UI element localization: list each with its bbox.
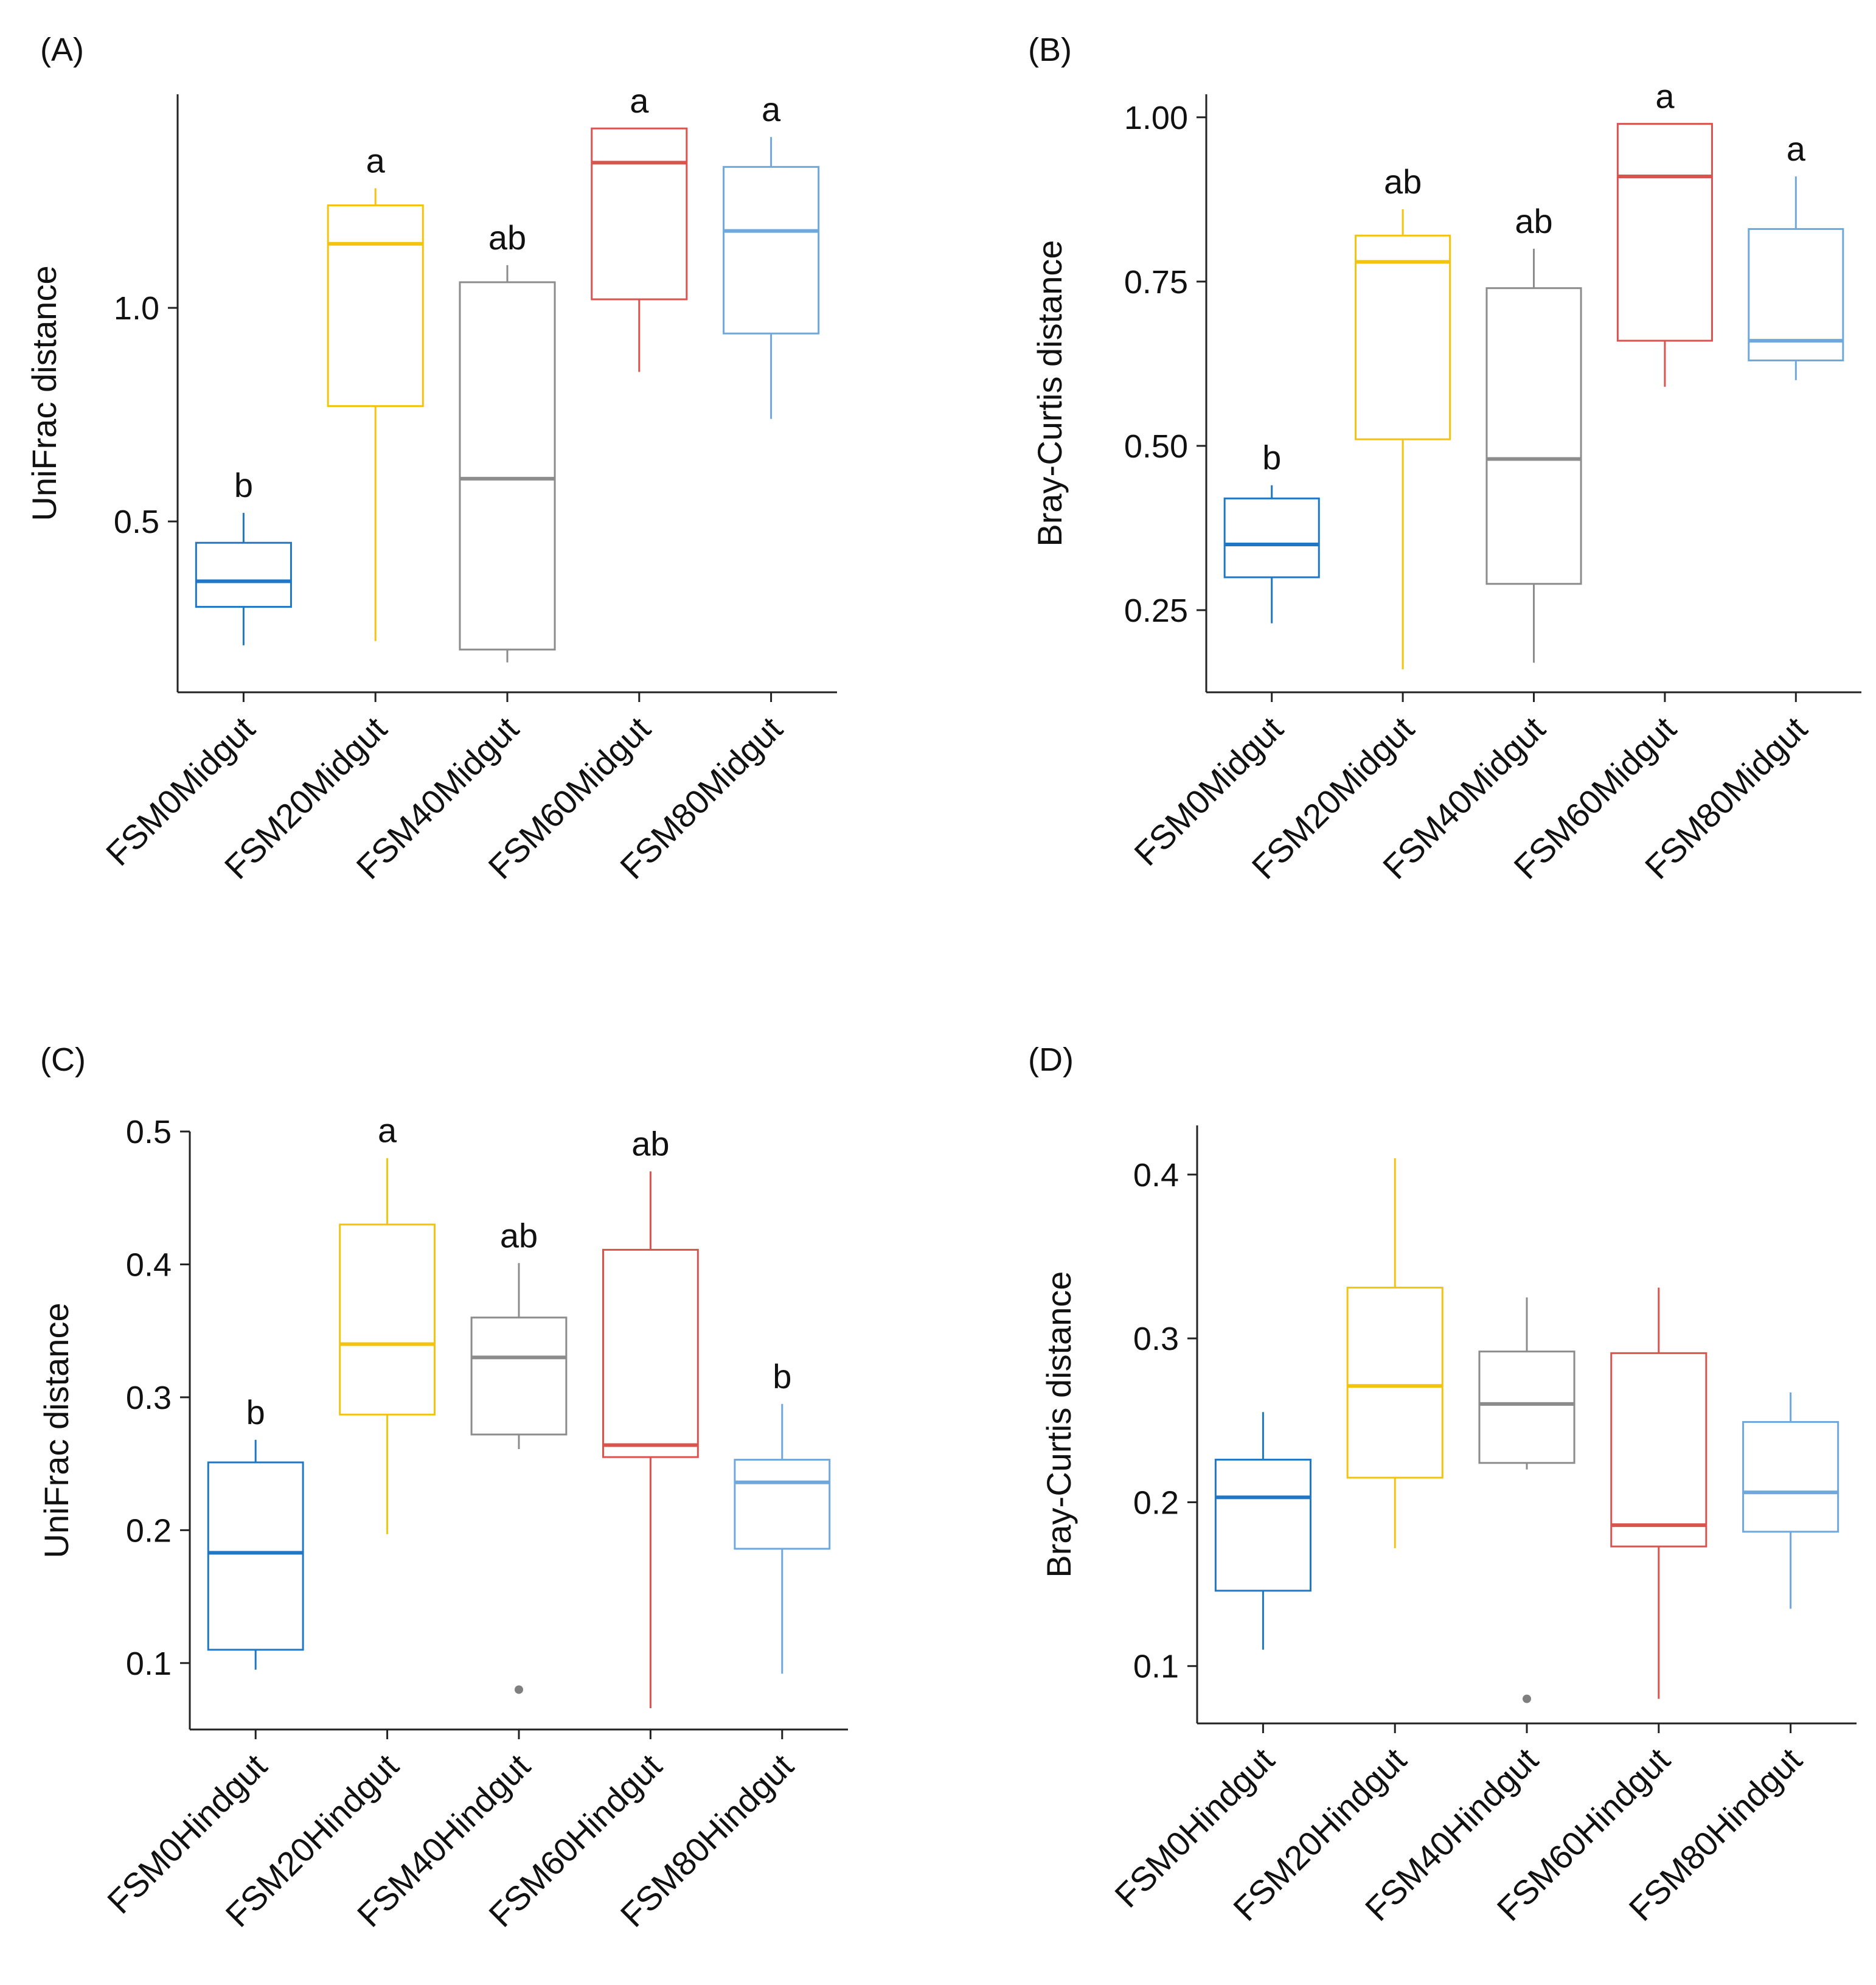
significance-letter: ab bbox=[1384, 162, 1422, 201]
box-FSM0Hindgut bbox=[1214, 1412, 1311, 1650]
iqr-box bbox=[1223, 497, 1320, 579]
box-FSM0Midgut: b bbox=[1223, 439, 1320, 624]
box-FSM60Hindgut: ab bbox=[602, 1125, 699, 1709]
box-FSM80Midgut: a bbox=[723, 90, 820, 419]
box-FSM20Midgut: ab bbox=[1355, 162, 1451, 670]
panel-label: (C) bbox=[40, 1041, 86, 1078]
y-axis-label: UniFrac distance bbox=[25, 265, 63, 521]
iqr-box bbox=[1478, 1351, 1575, 1464]
y-tick-label: 0.4 bbox=[126, 1246, 172, 1283]
box-FSM40Midgut: ab bbox=[459, 218, 556, 662]
box-FSM60Hindgut bbox=[1610, 1287, 1708, 1699]
iqr-box bbox=[1742, 1420, 1840, 1533]
iqr-box bbox=[207, 1461, 304, 1651]
y-axis-label: UniFrac distance bbox=[37, 1302, 75, 1558]
significance-letter: b bbox=[773, 1357, 791, 1396]
y-tick-label: 0.3 bbox=[1133, 1321, 1179, 1357]
box-FSM0Hindgut: b bbox=[207, 1393, 304, 1670]
significance-letter: b bbox=[1262, 439, 1281, 477]
iqr-box bbox=[1610, 1352, 1708, 1548]
significance-letter: ab bbox=[1515, 202, 1552, 240]
y-tick-label: 0.5 bbox=[114, 504, 159, 540]
significance-letter: a bbox=[366, 141, 386, 179]
y-axis-label: Bray-Curtis distance bbox=[1030, 240, 1069, 546]
iqr-box bbox=[1616, 123, 1713, 342]
y-tick-label: 1.0 bbox=[114, 290, 159, 327]
y-tick-label: 1.00 bbox=[1124, 100, 1188, 136]
iqr-box bbox=[591, 127, 688, 301]
panel-d: (D)Bray-Curtis distance0.10.20.30.4FSM0H… bbox=[1028, 1041, 1857, 1928]
panel-c: (C)UniFrac distance0.10.20.30.40.5bFSM0H… bbox=[37, 1041, 848, 1935]
box-FSM0Midgut: b bbox=[195, 466, 292, 645]
box-FSM40Hindgut: ab bbox=[470, 1216, 568, 1694]
box-FSM20Hindgut bbox=[1346, 1158, 1443, 1548]
y-tick-label: 0.5 bbox=[126, 1114, 172, 1150]
box-FSM80Hindgut: b bbox=[734, 1357, 831, 1674]
panel-a: (A)UniFrac distance0.51.0bFSM0MidgutaFSM… bbox=[25, 32, 837, 886]
panel-b: (B) Bray-Curtis distance 0.25 0.50 0.75 1.00 b… bbox=[1028, 32, 1861, 886]
iqr-box bbox=[1355, 234, 1451, 440]
significance-letter: ab bbox=[500, 1216, 538, 1254]
iqr-box bbox=[734, 1459, 831, 1550]
outlier-point bbox=[515, 1685, 523, 1694]
significance-letter: a bbox=[630, 82, 649, 120]
box-FSM20Hindgut: a bbox=[339, 1111, 436, 1534]
y-tick-label: 0.4 bbox=[1133, 1157, 1179, 1194]
box-FSM60Midgut: a bbox=[1616, 77, 1713, 387]
iqr-box bbox=[1485, 287, 1582, 585]
significance-letter: a bbox=[1655, 77, 1675, 116]
y-tick-label: 0.2 bbox=[1133, 1484, 1179, 1521]
box-FSM60Midgut: a bbox=[591, 82, 688, 372]
significance-letter: ab bbox=[631, 1125, 669, 1163]
significance-letter: ab bbox=[488, 218, 526, 257]
y-tick-label: 0.3 bbox=[126, 1380, 172, 1416]
significance-letter: a bbox=[762, 90, 781, 128]
iqr-box bbox=[602, 1248, 699, 1458]
panel-label: (B) bbox=[1028, 32, 1072, 68]
y-tick-label: 0.50 bbox=[1124, 428, 1188, 465]
box-FSM40Hindgut bbox=[1478, 1297, 1575, 1703]
box-FSM80Hindgut bbox=[1742, 1392, 1840, 1609]
panel-label: (D) bbox=[1028, 1041, 1074, 1078]
y-tick-label: 0.75 bbox=[1124, 264, 1188, 301]
box-FSM80Midgut: a bbox=[1748, 130, 1844, 380]
significance-letter: b bbox=[246, 1393, 265, 1431]
box-FSM40Midgut: ab bbox=[1485, 202, 1582, 663]
iqr-box bbox=[1748, 228, 1844, 361]
significance-letter: a bbox=[1787, 130, 1806, 168]
significance-letter: a bbox=[378, 1111, 397, 1150]
box-FSM20Midgut: a bbox=[327, 141, 424, 641]
outlier-point bbox=[1523, 1694, 1531, 1703]
y-axis-label: Bray-Curtis distance bbox=[1040, 1271, 1078, 1577]
iqr-box bbox=[195, 541, 292, 608]
iqr-box bbox=[339, 1223, 436, 1416]
iqr-box bbox=[470, 1316, 568, 1436]
panel-label: (A) bbox=[40, 32, 84, 68]
iqr-box bbox=[723, 165, 820, 335]
y-tick-label: 0.25 bbox=[1124, 593, 1188, 629]
iqr-box bbox=[1346, 1287, 1443, 1479]
iqr-box bbox=[1214, 1458, 1311, 1592]
significance-letter: b bbox=[234, 466, 253, 504]
y-tick-label: 0.2 bbox=[126, 1512, 172, 1549]
iqr-box bbox=[327, 204, 424, 408]
y-tick-label: 0.1 bbox=[1133, 1649, 1179, 1685]
y-tick-label: 0.1 bbox=[126, 1646, 172, 1682]
iqr-box bbox=[459, 281, 556, 651]
